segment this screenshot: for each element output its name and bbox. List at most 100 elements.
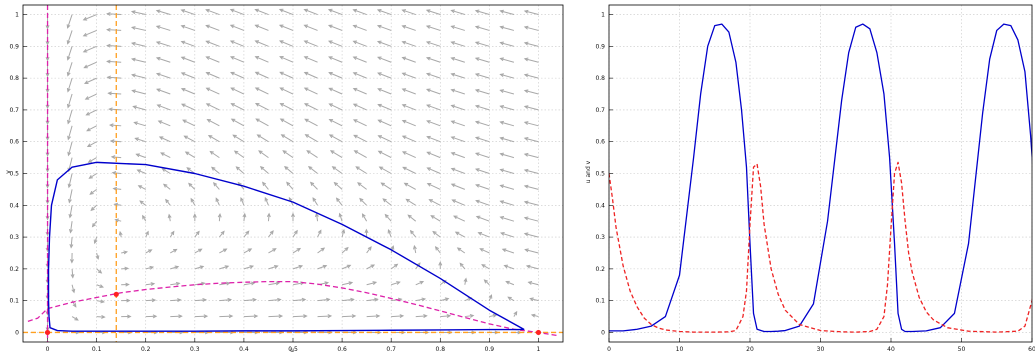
- vector-arrow-head: [499, 9, 504, 14]
- left-y-tick-label: 0.9: [9, 43, 19, 50]
- vector-arrow-shaft: [451, 73, 465, 79]
- vector-arrow-shaft: [158, 120, 171, 127]
- vector-arrow-shaft: [160, 152, 171, 159]
- vector-arrow-head: [45, 231, 50, 237]
- vector-arrow-head: [352, 119, 358, 123]
- vector-arrow-shaft: [464, 315, 474, 318]
- vector-arrow-head: [199, 265, 205, 270]
- vector-arrow-head: [499, 25, 504, 30]
- vector-arrow-head: [210, 166, 216, 171]
- vector-arrow-head: [278, 314, 284, 319]
- vector-arrow-head: [475, 215, 481, 220]
- vector-arrow-shaft: [206, 72, 220, 79]
- vector-arrow-shaft: [402, 120, 416, 127]
- right-x-tick-label: 40: [887, 346, 895, 353]
- vector-arrow-shaft: [170, 299, 181, 302]
- vector-arrow-head: [127, 314, 132, 319]
- vector-arrow-head: [499, 168, 505, 173]
- vector-arrow-shaft: [156, 25, 171, 31]
- vector-arrow-shaft: [427, 167, 441, 174]
- vector-arrow-head: [67, 151, 72, 157]
- vector-arrow-shaft: [243, 282, 255, 286]
- vector-arrow-head: [450, 57, 456, 61]
- vector-arrow-shaft: [406, 198, 416, 206]
- vector-arrow-head: [74, 316, 79, 321]
- vector-arrow-head: [303, 71, 309, 76]
- vector-arrow-shaft: [524, 185, 539, 190]
- vector-arrow-shaft: [159, 136, 171, 143]
- vector-arrow-shaft: [453, 215, 466, 222]
- equilibrium-point: [113, 291, 119, 297]
- vector-arrow-shaft: [89, 188, 97, 195]
- vector-arrow-head: [130, 26, 136, 30]
- vector-arrow-head: [106, 43, 111, 48]
- vector-arrow-shaft: [366, 246, 372, 254]
- left-x-tick-label: 0.8: [435, 346, 445, 353]
- vector-arrow-head: [303, 103, 309, 107]
- vector-arrow-head: [327, 314, 333, 319]
- vector-arrow-head: [309, 181, 315, 186]
- vector-arrow-head: [192, 213, 197, 218]
- vector-arrow-head: [352, 103, 358, 108]
- vector-arrow-shaft: [156, 73, 171, 79]
- vector-arrow-shaft: [138, 185, 146, 190]
- vector-arrow-shaft: [279, 9, 294, 16]
- vector-arrow-shaft: [402, 25, 416, 31]
- right-y-tick-label: 0: [601, 329, 605, 336]
- vector-arrow-shaft: [480, 248, 490, 254]
- vector-arrow-head: [279, 118, 285, 123]
- vector-arrow-head: [353, 150, 359, 155]
- vector-arrow-shaft: [426, 57, 441, 63]
- vector-arrow-shaft: [524, 233, 539, 238]
- vector-arrow-shaft: [378, 150, 392, 159]
- vector-arrow-head: [326, 297, 331, 302]
- vector-arrow-head: [303, 8, 309, 13]
- vector-arrow-shaft: [504, 264, 515, 270]
- vector-arrow-shaft: [328, 9, 343, 16]
- left-axes-frame: [22, 4, 564, 343]
- vector-arrow-head: [87, 159, 93, 163]
- vector-arrow-head: [264, 196, 269, 202]
- vector-arrow-head: [453, 215, 458, 220]
- vector-arrow-head: [229, 8, 235, 13]
- vector-arrow-shaft: [255, 24, 269, 31]
- vector-arrow-shaft: [404, 182, 416, 190]
- vector-arrow-shaft: [451, 89, 465, 95]
- vector-arrow-shaft: [230, 71, 245, 79]
- vector-arrow-shaft: [402, 72, 416, 79]
- vector-arrow-shaft: [304, 103, 318, 111]
- vector-arrow-shaft: [524, 153, 539, 159]
- vector-arrow-shaft: [500, 42, 515, 47]
- vector-arrow-shaft: [341, 229, 345, 238]
- vector-arrow-shaft: [69, 205, 73, 218]
- vector-arrow-head: [413, 244, 417, 250]
- vector-arrow-head: [272, 248, 277, 252]
- vector-arrow-shaft: [255, 87, 269, 95]
- vector-arrow-head: [352, 330, 358, 335]
- right-y-tick-label: 0.9: [595, 43, 605, 50]
- right-y-tick-label: 0.8: [595, 75, 605, 82]
- vector-arrow-head: [483, 279, 488, 284]
- vector-arrow-shaft: [219, 248, 227, 254]
- vector-arrow-shaft: [478, 232, 490, 238]
- vector-arrow-shaft: [230, 40, 245, 47]
- vector-arrow-shaft: [475, 41, 490, 47]
- vector-arrow-shaft: [475, 57, 490, 63]
- vector-arrow-head: [279, 103, 285, 107]
- vector-arrow-shaft: [355, 166, 367, 174]
- vector-arrow-head: [155, 25, 161, 30]
- vector-arrow-head: [355, 166, 360, 171]
- vector-arrow-head: [86, 127, 91, 132]
- vector-arrow-head: [426, 167, 431, 171]
- vector-arrow-head: [430, 215, 435, 219]
- vector-arrow-shaft: [211, 166, 220, 174]
- vector-arrow-head: [155, 41, 161, 45]
- vector-arrow-shaft: [70, 237, 73, 248]
- vector-arrow-shaft: [67, 109, 73, 124]
- vector-arrow-shaft: [435, 246, 441, 254]
- vector-arrow-head: [393, 263, 399, 268]
- vector-arrow-head: [352, 72, 358, 76]
- u-nullcline-curve: [27, 280, 559, 337]
- vector-arrow-shaft: [69, 221, 73, 233]
- vector-arrow-head: [230, 103, 235, 107]
